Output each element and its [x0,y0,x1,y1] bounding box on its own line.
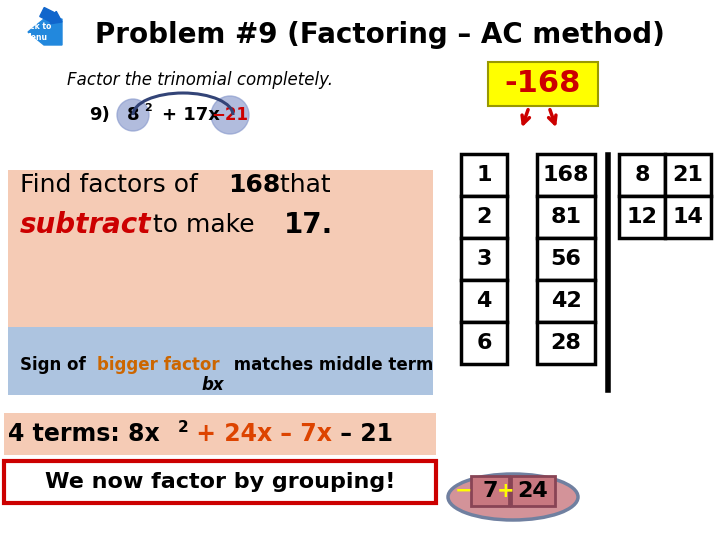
Text: that: that [272,173,330,197]
Text: +: + [498,481,515,501]
Text: to make: to make [145,213,263,237]
Text: Back to
Menu: Back to Menu [19,22,51,42]
Text: matches middle term: matches middle term [228,356,433,374]
Text: 81: 81 [551,207,582,227]
Text: 3: 3 [477,249,492,269]
FancyBboxPatch shape [488,62,598,106]
Text: 14: 14 [672,207,703,227]
FancyBboxPatch shape [511,476,555,506]
Text: bigger factor: bigger factor [97,356,220,374]
FancyBboxPatch shape [537,322,595,364]
Text: + 24x: + 24x [188,422,272,446]
FancyBboxPatch shape [537,280,595,322]
Text: 4 terms: 8x: 4 terms: 8x [8,422,160,446]
Text: 8: 8 [634,165,649,185]
Text: 168: 168 [543,165,589,185]
FancyBboxPatch shape [4,461,436,503]
FancyBboxPatch shape [461,280,507,322]
Text: Sign of: Sign of [20,356,91,374]
Text: 4: 4 [477,291,492,311]
Text: – 7x: – 7x [272,422,332,446]
Text: 2: 2 [178,420,189,435]
Text: Factor the trinomial completely.: Factor the trinomial completely. [67,71,333,89]
FancyBboxPatch shape [537,154,595,196]
Circle shape [117,99,149,131]
Text: 2: 2 [477,207,492,227]
Text: We now factor by grouping!: We now factor by grouping! [45,472,395,492]
Text: – 21: – 21 [332,422,393,446]
Text: subtract: subtract [20,211,151,239]
FancyBboxPatch shape [471,476,509,506]
Circle shape [211,96,249,134]
Text: 24: 24 [518,481,549,501]
Text: 28: 28 [551,333,582,353]
Text: 42: 42 [551,291,581,311]
Text: bx: bx [202,376,225,394]
Text: 56: 56 [551,249,582,269]
FancyBboxPatch shape [461,196,507,238]
Text: 2: 2 [144,103,152,113]
Text: −21: −21 [212,106,248,124]
Text: + 17x: + 17x [162,106,220,124]
Text: 21: 21 [672,165,703,185]
Text: 9): 9) [89,106,110,124]
FancyArrow shape [40,8,62,24]
Text: 12: 12 [626,207,657,227]
Text: 8: 8 [127,106,139,124]
Text: Find factors of: Find factors of [20,173,206,197]
Text: -168: -168 [505,70,581,98]
FancyBboxPatch shape [461,238,507,280]
FancyBboxPatch shape [8,327,433,395]
FancyArrow shape [28,19,62,45]
Text: 17.: 17. [284,211,333,239]
FancyBboxPatch shape [461,154,507,196]
FancyBboxPatch shape [461,322,507,364]
FancyBboxPatch shape [619,196,665,238]
FancyBboxPatch shape [665,154,711,196]
FancyBboxPatch shape [619,154,665,196]
Text: 1: 1 [476,165,492,185]
Text: 6: 6 [476,333,492,353]
FancyBboxPatch shape [537,238,595,280]
Text: 168: 168 [228,173,280,197]
Text: Problem #9 (Factoring – AC method): Problem #9 (Factoring – AC method) [95,21,665,49]
FancyBboxPatch shape [8,170,433,395]
Ellipse shape [448,474,578,520]
FancyBboxPatch shape [537,196,595,238]
FancyBboxPatch shape [665,196,711,238]
Text: −: − [455,481,473,501]
Text: 7: 7 [482,481,498,501]
FancyBboxPatch shape [4,413,436,455]
